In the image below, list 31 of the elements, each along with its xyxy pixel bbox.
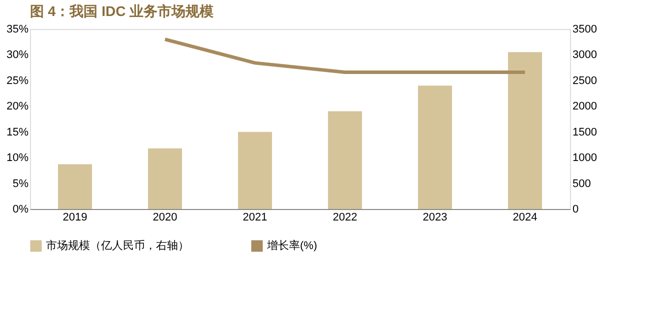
- x-tick-label: 2023: [422, 212, 448, 224]
- x-tick-label: 2020: [152, 212, 178, 224]
- y-tick-label: 20%: [6, 100, 29, 113]
- bar: [418, 86, 452, 209]
- y2-tick-label: 3500: [572, 24, 597, 36]
- legend-label: 增长率(%): [266, 239, 318, 252]
- x-tick-label: 2019: [62, 212, 88, 224]
- x-tick-label: 2021: [242, 212, 268, 224]
- x-tick-label: 2022: [332, 212, 358, 224]
- y2-tick-label: 3000: [572, 49, 597, 62]
- x-tick-label: 2024: [512, 212, 538, 224]
- y-tick-label: 0%: [12, 204, 29, 216]
- y2-tick-label: 500: [572, 178, 591, 190]
- y2-tick-label: 0: [572, 204, 579, 216]
- y-tick-label: 5%: [12, 178, 29, 190]
- y2-tick-label: 2500: [572, 74, 597, 87]
- y-tick-label: 25%: [6, 74, 29, 87]
- bar: [148, 148, 182, 209]
- y2-tick-label: 1000: [572, 152, 597, 164]
- y-tick-label: 30%: [6, 49, 29, 62]
- bar: [238, 132, 272, 209]
- bar: [58, 164, 92, 209]
- y2-tick-label: 1500: [572, 126, 597, 138]
- legend-label: 市场规模（亿人民币，右轴）: [46, 239, 189, 252]
- y-tick-label: 35%: [6, 24, 29, 36]
- bar: [328, 111, 362, 209]
- y-tick-label: 15%: [6, 126, 29, 138]
- chart-title: 图 4：我国 IDC 业务市场规模: [30, 3, 215, 19]
- y2-tick-label: 2000: [572, 100, 597, 113]
- y-tick-label: 10%: [6, 152, 29, 164]
- bar: [508, 52, 542, 209]
